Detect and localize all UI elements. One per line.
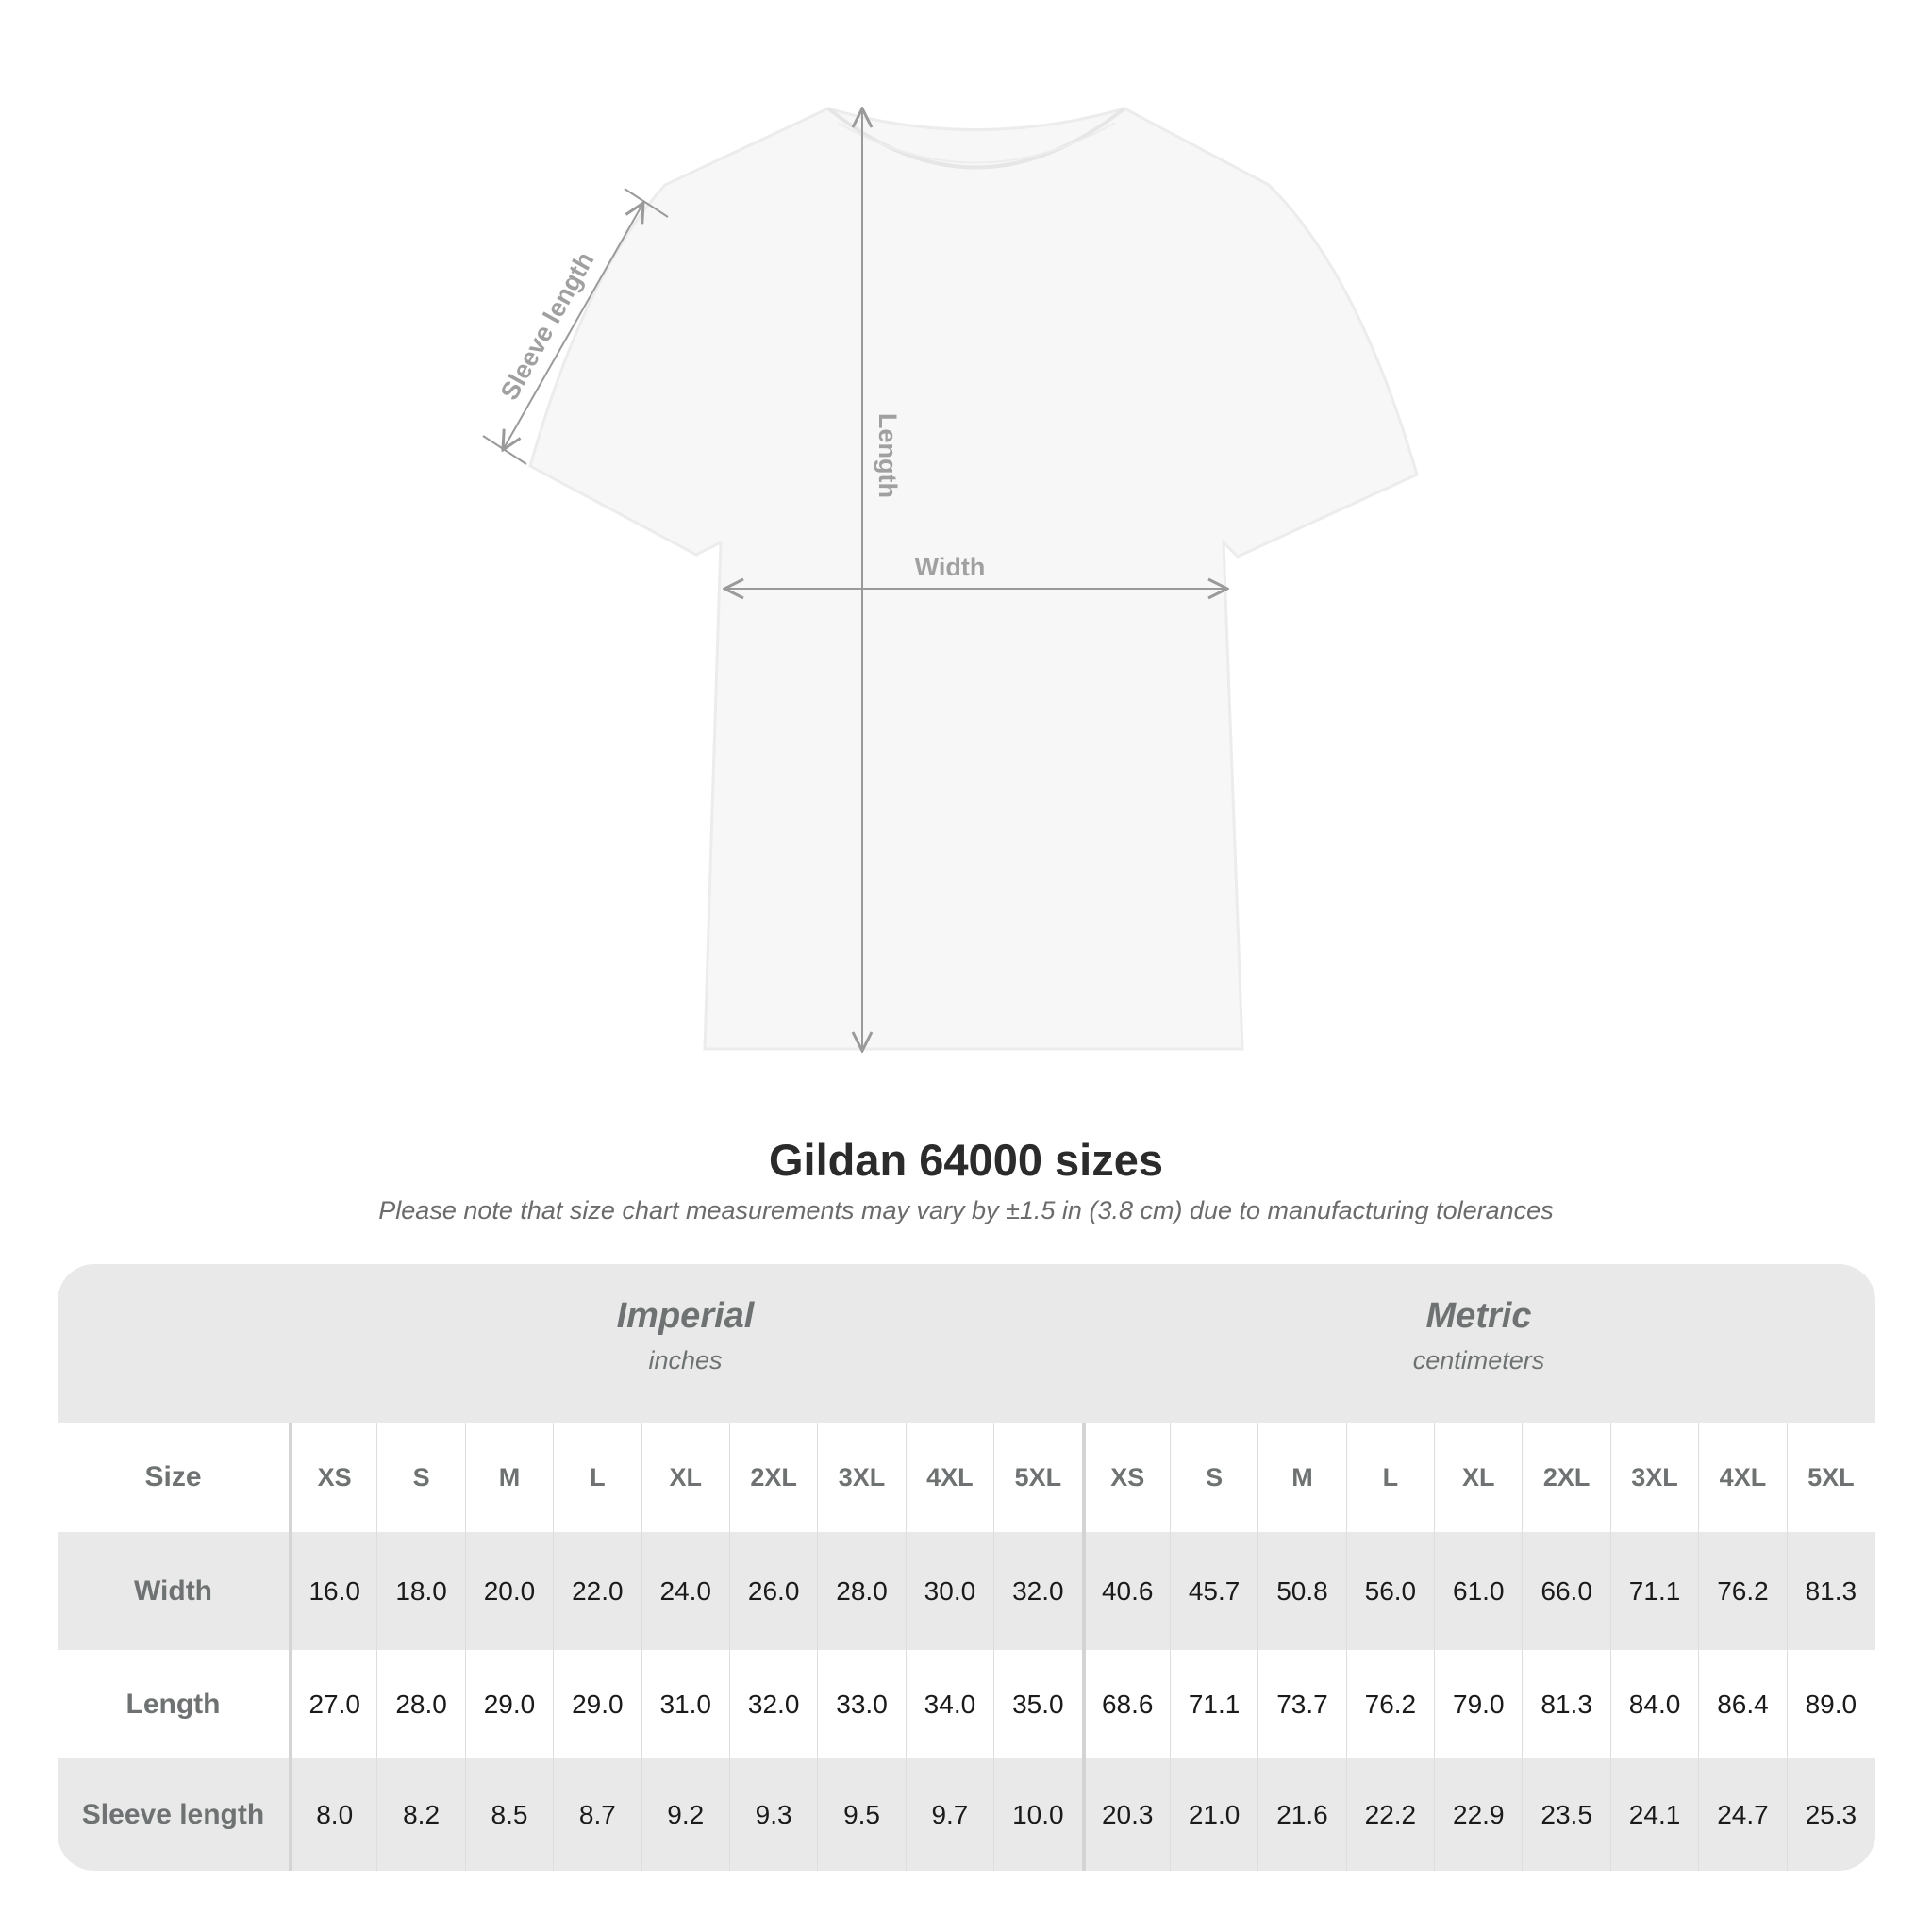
value-imperial-l: 22.0 bbox=[553, 1532, 641, 1650]
value-metric-2xl: 23.5 bbox=[1522, 1758, 1609, 1871]
size-imperial-3xl: 3XL bbox=[817, 1423, 905, 1532]
value-metric-2xl: 66.0 bbox=[1522, 1532, 1609, 1650]
size-imperial-2xl: 2XL bbox=[728, 1423, 817, 1532]
value-imperial-2xl: 32.0 bbox=[728, 1650, 817, 1758]
value-imperial-5xl: 32.0 bbox=[993, 1532, 1081, 1650]
size-metric-m: M bbox=[1257, 1423, 1345, 1532]
value-imperial-2xl: 9.3 bbox=[728, 1758, 817, 1871]
row-label: Sleeve length bbox=[81, 1798, 265, 1830]
size-metric-2xl: 2XL bbox=[1522, 1423, 1609, 1532]
sleeve-arrow bbox=[503, 203, 643, 450]
value-imperial-2xl: 26.0 bbox=[728, 1532, 817, 1650]
value-imperial-xl: 24.0 bbox=[641, 1532, 729, 1650]
table-row-length: Length 27.0 28.0 29.0 29.0 31.0 32.0 33.0 34.0 35… bbox=[58, 1650, 1875, 1758]
value-metric-l: 22.2 bbox=[1345, 1758, 1434, 1871]
metric-label: Metric bbox=[1425, 1296, 1532, 1336]
value-imperial-3xl: 28.0 bbox=[817, 1532, 905, 1650]
value-metric-5xl: 81.3 bbox=[1786, 1532, 1874, 1650]
value-metric-xl: 61.0 bbox=[1434, 1532, 1522, 1650]
value-metric-xs: 40.6 bbox=[1081, 1532, 1170, 1650]
table-row-sleeve-length: Sleeve length 8.0 8.2 8.5 8.7 9.2 9.3 9.5 9.7 10.… bbox=[58, 1758, 1875, 1871]
value-imperial-4xl: 30.0 bbox=[905, 1532, 993, 1650]
value-imperial-3xl: 33.0 bbox=[817, 1650, 905, 1758]
imperial-unit: inches bbox=[648, 1346, 723, 1374]
value-metric-s: 45.7 bbox=[1169, 1532, 1257, 1650]
size-metric-3xl: 3XL bbox=[1609, 1423, 1698, 1532]
value-metric-m: 50.8 bbox=[1257, 1532, 1345, 1650]
value-metric-3xl: 24.1 bbox=[1609, 1758, 1698, 1871]
value-metric-4xl: 24.7 bbox=[1698, 1758, 1786, 1871]
size-chart-table: Imperial inches Metric centimeters Size X… bbox=[58, 1264, 1875, 1871]
value-imperial-m: 29.0 bbox=[464, 1650, 553, 1758]
size-metric-l: L bbox=[1345, 1423, 1434, 1532]
value-metric-m: 21.6 bbox=[1257, 1758, 1345, 1871]
value-imperial-s: 8.2 bbox=[376, 1758, 464, 1871]
value-metric-3xl: 71.1 bbox=[1609, 1532, 1698, 1650]
size-imperial-l: L bbox=[553, 1423, 641, 1532]
row-label: Width bbox=[133, 1574, 213, 1607]
imperial-label: Imperial bbox=[616, 1296, 755, 1336]
value-imperial-l: 8.7 bbox=[553, 1758, 641, 1871]
value-imperial-xs: 8.0 bbox=[289, 1758, 376, 1871]
value-imperial-xl: 31.0 bbox=[641, 1650, 729, 1758]
value-imperial-xs: 16.0 bbox=[289, 1532, 376, 1650]
value-metric-5xl: 25.3 bbox=[1786, 1758, 1874, 1871]
size-imperial-xs: XS bbox=[289, 1423, 376, 1532]
tshirt-diagram: Length Width Sleeve length bbox=[482, 0, 1419, 1085]
sleeve-tick-top bbox=[624, 188, 669, 218]
value-metric-4xl: 76.2 bbox=[1698, 1532, 1786, 1650]
sleeve-tick-bottom bbox=[482, 435, 527, 465]
value-metric-s: 71.1 bbox=[1169, 1650, 1257, 1758]
value-imperial-m: 20.0 bbox=[464, 1532, 553, 1650]
value-metric-m: 73.7 bbox=[1257, 1650, 1345, 1758]
collar-seam bbox=[837, 122, 1116, 164]
value-metric-3xl: 84.0 bbox=[1609, 1650, 1698, 1758]
value-imperial-4xl: 34.0 bbox=[905, 1650, 993, 1758]
length-label: Length bbox=[874, 413, 902, 498]
value-metric-xl: 79.0 bbox=[1434, 1650, 1522, 1758]
value-imperial-m: 8.5 bbox=[464, 1758, 553, 1871]
size-metric-xl: XL bbox=[1434, 1423, 1522, 1532]
size-imperial-m: M bbox=[464, 1423, 553, 1532]
row-label: Size bbox=[144, 1461, 202, 1492]
metric-unit: centimeters bbox=[1412, 1346, 1545, 1374]
value-metric-xs: 68.6 bbox=[1081, 1650, 1170, 1758]
value-imperial-3xl: 9.5 bbox=[817, 1758, 905, 1871]
value-imperial-4xl: 9.7 bbox=[905, 1758, 993, 1871]
row-label: Length bbox=[125, 1688, 221, 1720]
value-metric-2xl: 81.3 bbox=[1522, 1650, 1609, 1758]
value-metric-xl: 22.9 bbox=[1434, 1758, 1522, 1871]
value-imperial-s: 18.0 bbox=[376, 1532, 464, 1650]
value-imperial-5xl: 10.0 bbox=[993, 1758, 1081, 1871]
size-metric-s: S bbox=[1169, 1423, 1257, 1532]
value-imperial-xl: 9.2 bbox=[641, 1758, 729, 1871]
size-metric-5xl: 5XL bbox=[1786, 1423, 1874, 1532]
value-metric-4xl: 86.4 bbox=[1698, 1650, 1786, 1758]
value-metric-l: 76.2 bbox=[1345, 1650, 1434, 1758]
value-imperial-l: 29.0 bbox=[553, 1650, 641, 1758]
value-metric-5xl: 89.0 bbox=[1786, 1650, 1874, 1758]
value-imperial-xs: 27.0 bbox=[289, 1650, 376, 1758]
value-metric-xs: 20.3 bbox=[1081, 1758, 1170, 1871]
tolerance-note: Please note that size chart measurements… bbox=[378, 1196, 1554, 1224]
size-metric-xs: XS bbox=[1081, 1423, 1170, 1532]
value-metric-l: 56.0 bbox=[1345, 1532, 1434, 1650]
size-imperial-5xl: 5XL bbox=[993, 1423, 1081, 1532]
size-header-row: Size XS S M L XL 2XL 3XL 4XL 5XL XS S M L XL 2XL 3XL 4XL 5… bbox=[58, 1423, 1875, 1532]
table-row-width: Width 16.0 18.0 20.0 22.0 24.0 26.0 28.0 30.0 32.… bbox=[58, 1532, 1875, 1650]
size-imperial-xl: XL bbox=[641, 1423, 729, 1532]
size-imperial-s: S bbox=[376, 1423, 464, 1532]
size-metric-4xl: 4XL bbox=[1698, 1423, 1786, 1532]
width-label: Width bbox=[915, 553, 986, 581]
value-metric-s: 21.0 bbox=[1169, 1758, 1257, 1871]
value-imperial-5xl: 35.0 bbox=[993, 1650, 1081, 1758]
metric-header: Metric centimeters bbox=[1082, 1264, 1875, 1423]
imperial-header: Imperial inches bbox=[289, 1264, 1082, 1423]
size-imperial-4xl: 4XL bbox=[905, 1423, 993, 1532]
value-imperial-s: 28.0 bbox=[376, 1650, 464, 1758]
page-title: Gildan 64000 sizes bbox=[768, 1135, 1164, 1185]
